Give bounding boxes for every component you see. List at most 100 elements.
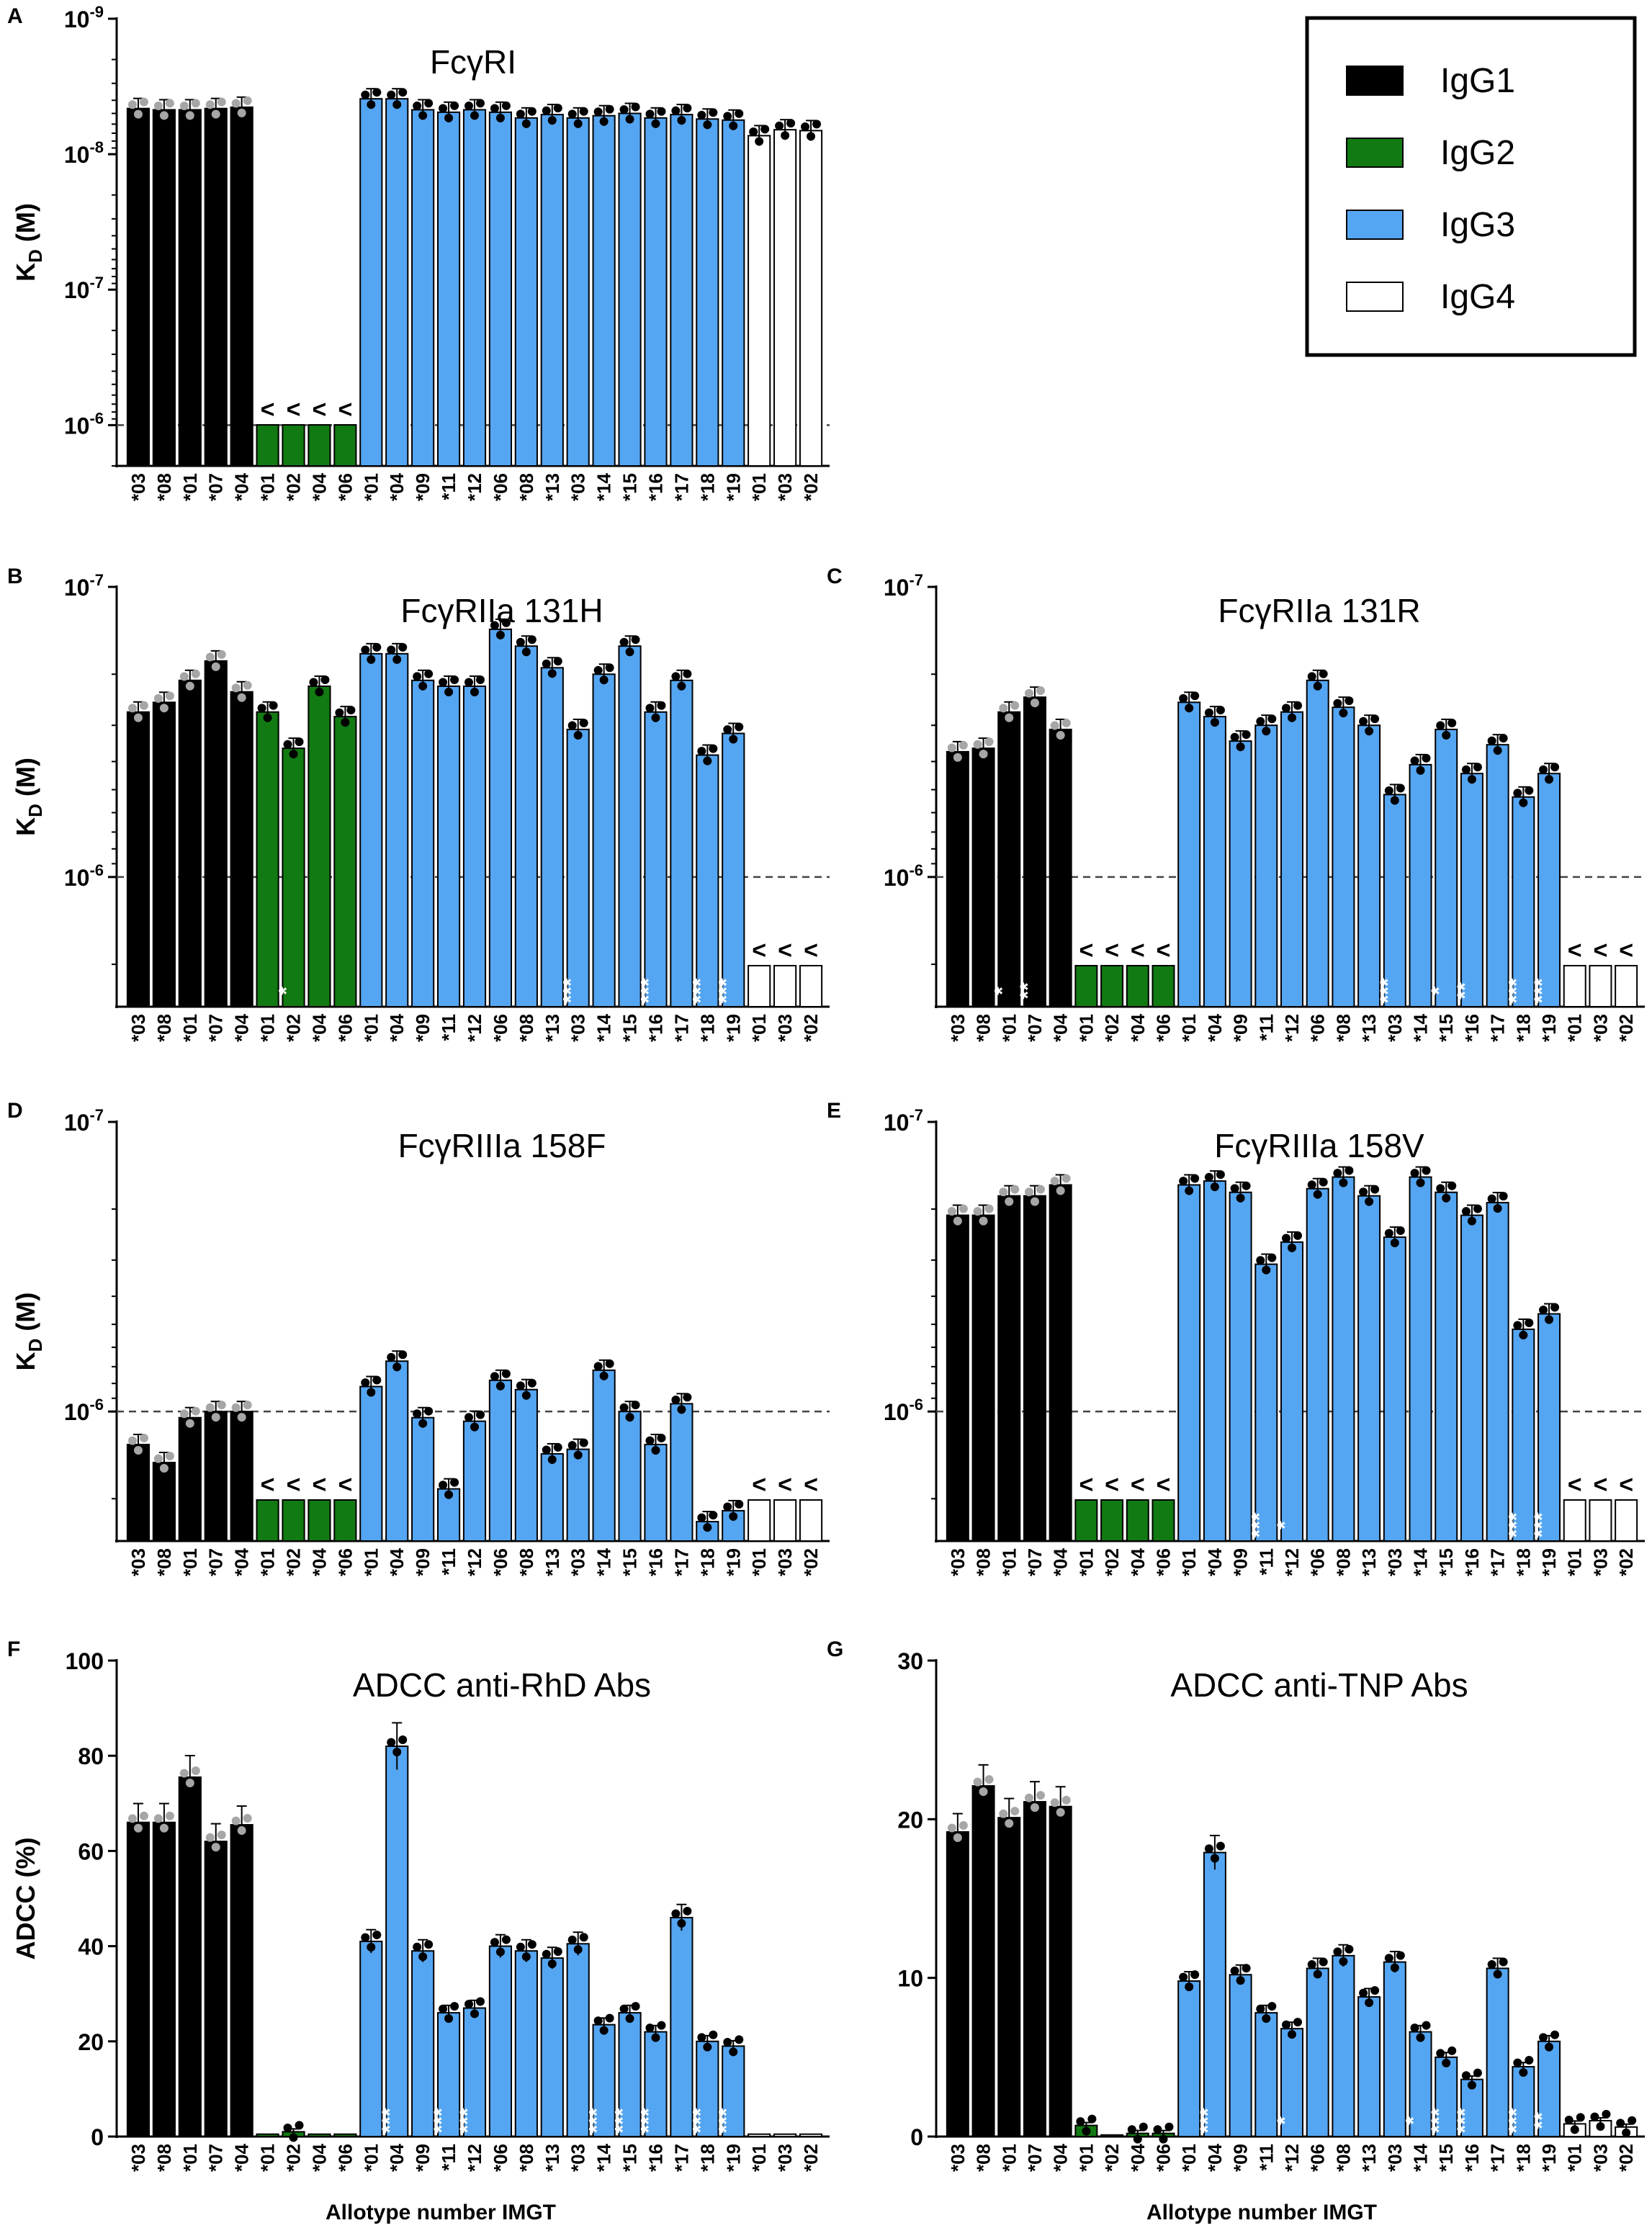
bar-d-21 bbox=[670, 1403, 693, 1542]
x-tick-label: *03 bbox=[1384, 1014, 1406, 1042]
data-point bbox=[1513, 2058, 1522, 2067]
data-point bbox=[683, 669, 692, 678]
data-point bbox=[1204, 1844, 1213, 1854]
data-point bbox=[133, 713, 143, 722]
bar-a-0 bbox=[126, 107, 151, 467]
y-tick-label-base: 10 bbox=[884, 1399, 910, 1425]
x-tick-label: *13 bbox=[1358, 2144, 1380, 2172]
x-tick-label: *02 bbox=[283, 2144, 305, 2172]
data-point bbox=[361, 90, 370, 99]
x-tick-label: *08 bbox=[153, 1014, 175, 1042]
data-point bbox=[1359, 1187, 1368, 1197]
x-tick-label: *14 bbox=[1410, 1548, 1432, 1576]
bar-b-18 bbox=[592, 673, 616, 1007]
significance-mark: *** bbox=[378, 2108, 402, 2133]
bar-d-19 bbox=[618, 1411, 642, 1542]
bar-g-6 bbox=[1100, 2134, 1124, 2137]
significance-mark: * bbox=[990, 987, 1014, 995]
data-point bbox=[1005, 1819, 1014, 1828]
x-tick-label: *07 bbox=[1024, 1014, 1046, 1042]
x-tick-label: *16 bbox=[645, 473, 666, 501]
data-point bbox=[619, 1403, 629, 1412]
bar-d-16 bbox=[540, 1452, 564, 1542]
bar-e-24 bbox=[1563, 1499, 1586, 1542]
data-point bbox=[1422, 1166, 1431, 1175]
legend-entry-igg3: IgG3 bbox=[1346, 206, 1515, 244]
bar-a-3 bbox=[204, 107, 228, 467]
bar-e-5 bbox=[1074, 1499, 1098, 1542]
data-point bbox=[1050, 1177, 1059, 1186]
bar-e-17 bbox=[1383, 1236, 1406, 1542]
x-tick-label: *11 bbox=[438, 1548, 459, 1576]
data-point bbox=[631, 1401, 640, 1410]
y-tick-label-exp: -8 bbox=[89, 138, 104, 156]
y-tick-label: 10-7 bbox=[64, 571, 104, 601]
data-point bbox=[495, 630, 505, 639]
bar-c-19 bbox=[1435, 728, 1458, 1008]
x-tick-label: *01 bbox=[257, 2144, 279, 2172]
data-point bbox=[651, 1445, 660, 1455]
bar-f-4 bbox=[230, 1824, 253, 2137]
data-point bbox=[1525, 1318, 1534, 1327]
data-point bbox=[1256, 717, 1265, 726]
data-point bbox=[476, 99, 485, 108]
data-point bbox=[1487, 1194, 1496, 1203]
data-point bbox=[490, 1938, 499, 1947]
bar-f-25 bbox=[773, 2133, 797, 2138]
x-tick-label: *02 bbox=[283, 1014, 305, 1042]
x-tick-label: *12 bbox=[464, 473, 485, 501]
data-point bbox=[547, 116, 557, 125]
data-point bbox=[372, 88, 382, 97]
y-tick-label: 40 bbox=[78, 1934, 104, 1960]
y-tick-label-base: 10 bbox=[64, 575, 90, 601]
bar-d-7 bbox=[307, 1499, 331, 1542]
bar-b-16 bbox=[540, 667, 564, 1007]
data-point bbox=[367, 1942, 376, 1951]
x-tick-label: *15 bbox=[619, 1014, 641, 1042]
data-point bbox=[579, 107, 588, 116]
below-detection-mark: < bbox=[1105, 1471, 1119, 1499]
data-point bbox=[723, 1502, 732, 1511]
data-point bbox=[1570, 2125, 1579, 2134]
data-point bbox=[1024, 1187, 1033, 1197]
bar-e-8 bbox=[1152, 1499, 1175, 1542]
bar-e-2 bbox=[997, 1195, 1021, 1542]
bar-c-12 bbox=[1254, 724, 1278, 1008]
data-point bbox=[1590, 2112, 1599, 2121]
panel-letter-a: A bbox=[7, 4, 23, 28]
x-tick-label: *06 bbox=[334, 2144, 356, 2172]
data-point bbox=[1359, 717, 1368, 726]
data-point bbox=[450, 1478, 459, 1487]
bar-g-4 bbox=[1049, 1805, 1072, 2138]
data-point bbox=[295, 2121, 304, 2130]
x-tick-label: *06 bbox=[490, 1548, 511, 1576]
data-point bbox=[1550, 763, 1560, 772]
x-tick-label: *16 bbox=[645, 2144, 666, 2172]
data-point bbox=[501, 101, 511, 110]
data-point bbox=[179, 102, 189, 111]
data-point bbox=[243, 96, 252, 105]
data-point bbox=[1345, 1166, 1354, 1175]
data-point bbox=[984, 737, 994, 747]
data-point bbox=[1365, 1197, 1374, 1206]
data-point bbox=[470, 111, 479, 120]
bar-d-26 bbox=[799, 1499, 823, 1542]
bar-c-20 bbox=[1460, 773, 1483, 1008]
data-point bbox=[1416, 2033, 1425, 2042]
x-tick-label: *02 bbox=[283, 1548, 305, 1576]
data-point bbox=[1410, 1169, 1419, 1178]
data-point bbox=[1076, 2117, 1085, 2126]
data-point bbox=[387, 645, 396, 655]
panel-letter-g: G bbox=[827, 1638, 843, 1661]
x-tick-label: *08 bbox=[973, 2144, 995, 2172]
data-point bbox=[1313, 681, 1322, 691]
data-point bbox=[413, 672, 422, 681]
bar-c-3 bbox=[1023, 696, 1046, 1007]
x-axis-title-right: Allotype number IMGT bbox=[1146, 2201, 1377, 2224]
bar-e-4 bbox=[1049, 1184, 1072, 1542]
data-point bbox=[424, 1406, 434, 1416]
data-point bbox=[1333, 1169, 1342, 1178]
x-tick-label: *07 bbox=[1024, 1548, 1046, 1576]
panel-f: ADCC anti-RhD Abs 0 20 40 60 80 100 ADCC (%) *03… bbox=[11, 1648, 830, 2172]
